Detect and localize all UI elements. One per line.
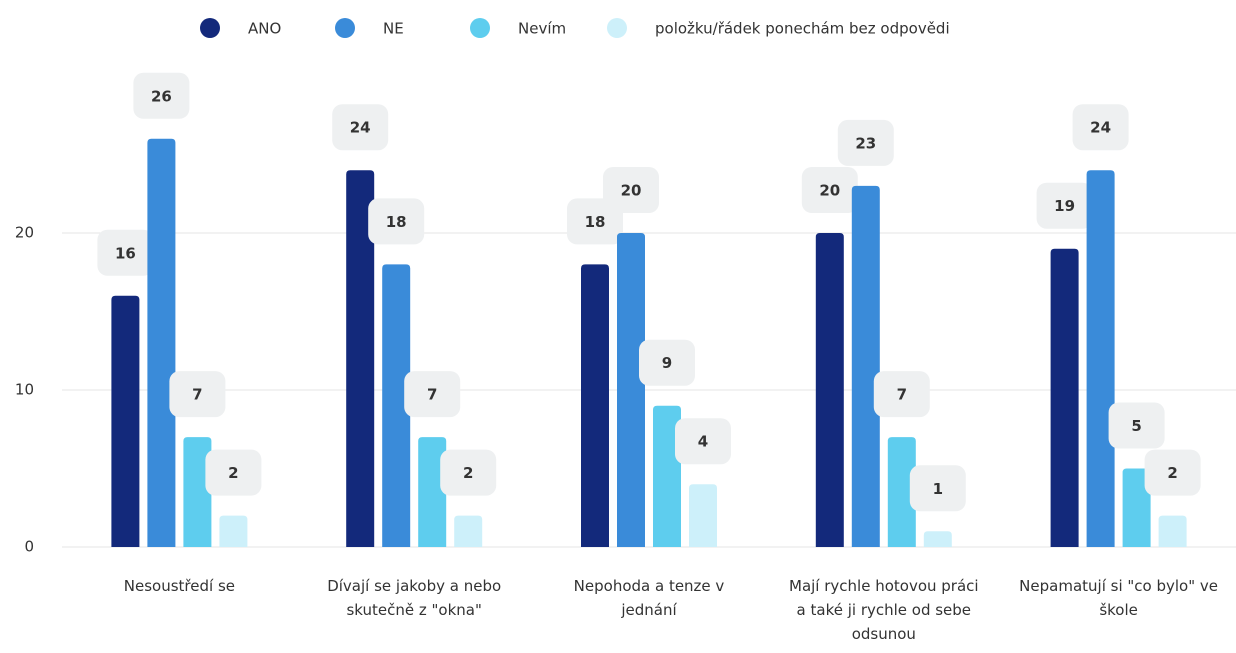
bar: [653, 405, 681, 547]
data-label: 2: [463, 464, 473, 482]
data-label: 20: [819, 182, 840, 200]
data-label: 4: [698, 433, 708, 451]
bar: [346, 170, 375, 547]
data-label: 19: [1054, 197, 1075, 215]
bar: [183, 437, 212, 547]
data-label-box: [1072, 104, 1129, 151]
data-label-box: [169, 371, 226, 418]
data-label-box: [873, 371, 930, 418]
data-label-box: [1108, 402, 1165, 449]
data-label-box: [97, 229, 154, 276]
y-tick-label: 0: [24, 538, 34, 556]
data-label-box: [603, 167, 659, 213]
data-label-box: [837, 119, 894, 166]
data-label: 7: [192, 386, 202, 404]
data-label: 20: [621, 182, 642, 200]
x-tick-label: Mají rychle hotovou práci a také ji rych…: [789, 577, 979, 643]
x-tick-label: Nepohoda a tenze v jednání: [573, 577, 725, 619]
x-tick-label: Dívají se jakoby a nebo skutečně z "okna…: [327, 577, 502, 619]
data-label: 7: [427, 386, 437, 404]
data-label: 16: [115, 244, 136, 262]
data-label: 7: [897, 386, 907, 404]
bar: [617, 233, 645, 547]
data-label-box: [1144, 449, 1201, 496]
data-label: 18: [386, 213, 407, 231]
data-label: 24: [350, 119, 371, 137]
bar: [581, 264, 609, 547]
data-label-box: [205, 449, 262, 496]
bar: [219, 515, 248, 547]
data-label-box: [404, 371, 461, 418]
data-label: 2: [228, 464, 238, 482]
data-label-box: [639, 339, 695, 386]
bar: [689, 484, 717, 547]
data-label-box: [801, 167, 858, 213]
data-label: 2: [1167, 464, 1177, 482]
legend-swatch: [200, 18, 220, 38]
data-label-box: [909, 465, 966, 512]
data-label: 1: [933, 480, 943, 498]
y-tick-label: 10: [15, 381, 34, 399]
data-label-box: [675, 418, 731, 465]
bar: [1050, 248, 1079, 547]
x-tick-label: Nesoustředí se: [123, 577, 235, 595]
data-label: 18: [585, 213, 606, 231]
data-label-box: [332, 104, 389, 151]
data-label-box: [133, 72, 190, 119]
data-label: 9: [662, 354, 672, 372]
bar: [923, 531, 952, 547]
bar: [418, 437, 447, 547]
legend-swatch: [335, 18, 355, 38]
bar: [1086, 170, 1115, 547]
bar: [382, 264, 411, 547]
data-label: 23: [855, 134, 876, 152]
bar: [815, 233, 844, 547]
bar: [1122, 468, 1151, 547]
data-label-box: [368, 198, 425, 245]
data-label: 5: [1131, 417, 1141, 435]
data-label: 26: [151, 87, 172, 105]
bar: [111, 295, 140, 547]
bar: [887, 437, 916, 547]
data-label-box: [440, 449, 497, 496]
legend-label: ANO: [248, 20, 281, 38]
legend-swatch: [607, 18, 627, 38]
legend-label: Nevím: [518, 20, 566, 38]
legend-swatch: [470, 18, 490, 38]
bar: [147, 138, 176, 548]
x-tick-label: Nepamatují si "co bylo" ve škole: [1019, 577, 1218, 619]
bar: [851, 185, 880, 547]
legend-label: položku/řádek ponechám bez odpovědi: [655, 20, 950, 38]
bar: [1158, 515, 1187, 547]
bar: [454, 515, 483, 547]
y-tick-label: 20: [15, 224, 34, 242]
data-label: 24: [1090, 119, 1111, 137]
legend-label: NE: [383, 20, 404, 38]
data-label-box: [1036, 182, 1093, 229]
